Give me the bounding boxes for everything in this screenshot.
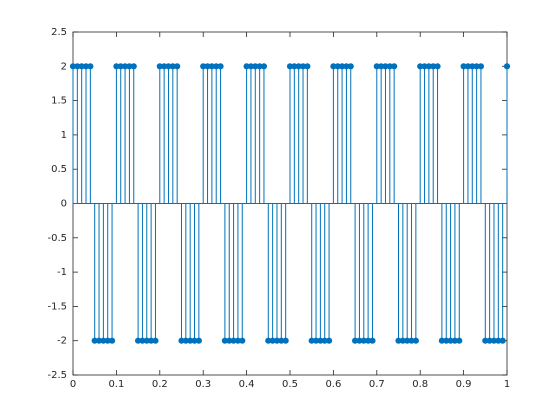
stem-marker [282, 337, 289, 344]
x-tick-label: 0.4 [239, 379, 255, 390]
stem-marker [239, 337, 246, 344]
y-tick-label: 2 [61, 61, 67, 72]
y-tick-label: -0.5 [47, 233, 67, 244]
x-tick-label: 0.6 [325, 379, 341, 390]
x-tick-label: 0.3 [195, 379, 211, 390]
x-tick-label: 0.1 [108, 379, 124, 390]
stem-marker [260, 63, 268, 70]
stem-marker [434, 63, 441, 70]
x-tick-label: 0.8 [412, 379, 428, 390]
stem-marker [391, 63, 398, 70]
stem-marker [304, 63, 311, 70]
stem-marker [347, 63, 354, 70]
x-tick-label: 0.7 [369, 379, 385, 390]
x-tick-label: 0.5 [282, 379, 298, 390]
y-tick-label: 0 [61, 199, 67, 210]
stem-marker [456, 337, 463, 344]
stem-marker [108, 337, 116, 344]
stem-marker [412, 337, 419, 344]
stem-marker [174, 63, 181, 70]
y-tick-label: -2 [57, 336, 67, 347]
x-tick-label: 0.9 [456, 379, 472, 390]
stem-marker [87, 63, 94, 70]
stem-marker [195, 337, 202, 344]
y-tick-label: -1 [57, 267, 67, 278]
x-tick-label: 1 [504, 379, 510, 390]
y-tick-label: -2.5 [47, 370, 67, 381]
y-tick-label: 0.5 [51, 164, 67, 175]
stem-marker [499, 337, 506, 344]
y-tick-label: -1.5 [47, 301, 67, 312]
stem-marker [152, 337, 159, 344]
stem-marker [325, 337, 333, 344]
stem-marker [217, 63, 224, 70]
x-tick-label: 0 [70, 379, 76, 390]
stem-marker [369, 337, 376, 344]
stem-marker [130, 63, 137, 70]
y-tick-label: 1.5 [51, 96, 67, 107]
stem-marker [477, 63, 485, 70]
x-tick-label: 0.2 [152, 379, 168, 390]
stem-marker [503, 63, 511, 70]
y-tick-label: 1 [61, 130, 67, 141]
y-tick-label: 2.5 [51, 27, 67, 38]
